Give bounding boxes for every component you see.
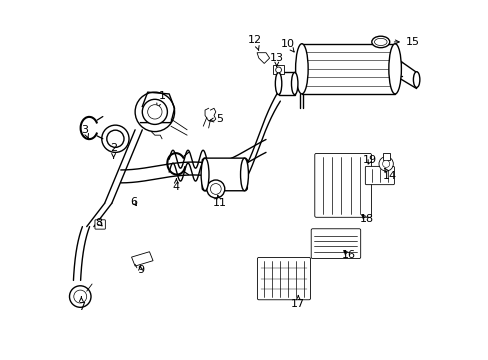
Circle shape (147, 105, 162, 119)
Circle shape (102, 125, 129, 152)
Text: 18: 18 (359, 215, 373, 224)
FancyBboxPatch shape (257, 257, 310, 300)
Circle shape (135, 92, 174, 132)
Text: 10: 10 (280, 39, 294, 52)
Text: 1: 1 (157, 91, 165, 107)
Ellipse shape (412, 72, 419, 87)
Circle shape (69, 286, 91, 307)
Ellipse shape (374, 39, 386, 45)
FancyBboxPatch shape (202, 158, 247, 191)
Ellipse shape (295, 44, 307, 94)
Circle shape (275, 67, 281, 73)
Circle shape (142, 99, 167, 125)
Circle shape (378, 157, 392, 171)
Text: 2: 2 (110, 143, 117, 158)
Text: 16: 16 (341, 250, 355, 260)
Text: 14: 14 (382, 168, 396, 181)
Ellipse shape (291, 72, 297, 95)
Text: 17: 17 (291, 296, 305, 309)
Text: 9: 9 (137, 265, 144, 275)
Ellipse shape (275, 72, 281, 95)
Ellipse shape (240, 158, 248, 191)
Text: 5: 5 (209, 114, 223, 124)
FancyBboxPatch shape (310, 229, 360, 258)
Text: 3: 3 (81, 125, 88, 138)
FancyBboxPatch shape (314, 153, 371, 217)
Ellipse shape (371, 36, 389, 48)
Text: 19: 19 (362, 155, 376, 165)
Circle shape (106, 130, 124, 147)
Bar (278, 72, 294, 95)
Bar (301, 44, 394, 94)
Text: 13: 13 (269, 53, 283, 66)
Text: 6: 6 (130, 197, 137, 207)
Bar (382, 153, 389, 160)
Polygon shape (257, 53, 269, 63)
Circle shape (382, 160, 389, 167)
Circle shape (206, 180, 224, 198)
Circle shape (210, 184, 221, 194)
Circle shape (74, 290, 86, 303)
FancyBboxPatch shape (365, 166, 394, 185)
FancyBboxPatch shape (95, 220, 105, 229)
Ellipse shape (201, 158, 208, 191)
Bar (273, 65, 284, 74)
Polygon shape (131, 252, 153, 266)
Text: 11: 11 (212, 195, 226, 208)
Text: 4: 4 (172, 179, 180, 192)
Text: 7: 7 (78, 297, 85, 312)
Ellipse shape (388, 44, 401, 94)
Text: 15: 15 (393, 37, 419, 47)
Text: 12: 12 (248, 35, 262, 51)
Text: 8: 8 (96, 218, 102, 228)
